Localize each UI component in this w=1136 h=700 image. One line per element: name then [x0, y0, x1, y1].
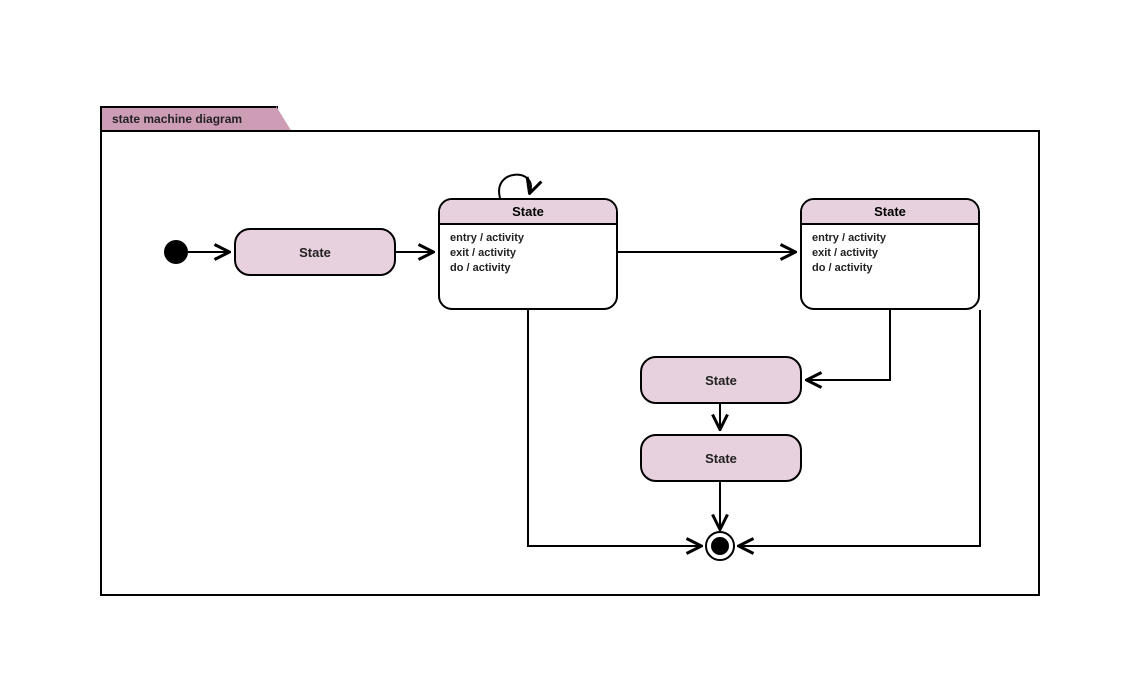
activity-line: entry / activity: [812, 231, 968, 246]
state-node-s4[interactable]: State: [640, 356, 802, 404]
state-activities: entry / activity exit / activity do / ac…: [802, 225, 978, 282]
state-node-s5[interactable]: State: [640, 434, 802, 482]
activity-line: exit / activity: [450, 246, 606, 261]
frame-title-tab: state machine diagram: [100, 106, 278, 130]
state-label: State: [705, 373, 737, 388]
state-label: State: [299, 245, 331, 260]
activity-line: do / activity: [812, 261, 968, 276]
activity-line: exit / activity: [812, 246, 968, 261]
state-node-s1[interactable]: State: [234, 228, 396, 276]
state-label: State: [705, 451, 737, 466]
diagram-canvas: state machine diagram State State entry …: [0, 0, 1136, 700]
state-title: State: [512, 204, 544, 219]
state-title: State: [874, 204, 906, 219]
state-header: State: [440, 200, 616, 225]
state-header: State: [802, 200, 978, 225]
frame-title-text: state machine diagram: [112, 112, 242, 126]
activity-line: entry / activity: [450, 231, 606, 246]
state-activities: entry / activity exit / activity do / ac…: [440, 225, 616, 282]
state-node-s2[interactable]: State entry / activity exit / activity d…: [438, 198, 618, 310]
activity-line: do / activity: [450, 261, 606, 276]
state-node-s3[interactable]: State entry / activity exit / activity d…: [800, 198, 980, 310]
